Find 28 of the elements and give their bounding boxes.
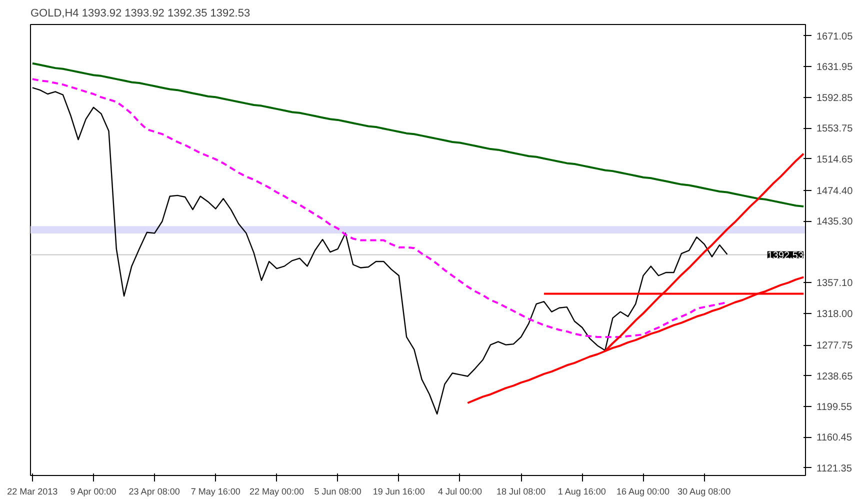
y-tick-label: 1435.30 xyxy=(816,216,854,228)
y-tick-label: 1553.75 xyxy=(816,124,854,135)
y-tick-label: 1121.35 xyxy=(816,463,852,474)
y-tick-label: 1238.65 xyxy=(816,371,854,382)
y-tick-label: 1199.55 xyxy=(816,402,852,414)
x-tick-label: 22 May 00:00 xyxy=(249,486,304,496)
y-tick-label: 1592.85 xyxy=(816,92,854,104)
x-tick-label: 16 Aug 00:00 xyxy=(616,486,670,496)
y-tick-label: 1277.75 xyxy=(816,340,854,352)
y-tick-label: 1514.65 xyxy=(816,154,854,166)
x-tick-label: 5 Jun 08:00 xyxy=(314,486,362,496)
x-tick-label: 18 Jul 08:00 xyxy=(496,486,546,496)
ref-line-label: 1392.53 xyxy=(767,250,804,262)
x-tick-label: 4 Jul 00:00 xyxy=(438,486,482,496)
y-tick-label: 1357.10 xyxy=(816,278,854,290)
x-tick-label: 1 Aug 16:00 xyxy=(558,486,606,496)
y-tick-label: 1474.40 xyxy=(816,186,854,197)
y-tick-label: 1671.05 xyxy=(816,31,854,42)
y-tick-label: 1160.45 xyxy=(816,432,852,444)
y-tick-label: 1631.95 xyxy=(816,62,854,74)
x-tick-label: 23 Apr 08:00 xyxy=(128,486,180,496)
x-tick-label: 9 Apr 00:00 xyxy=(70,486,116,496)
y-tick-label: 1318.00 xyxy=(816,308,854,320)
x-tick-label: 30 Aug 08:00 xyxy=(678,486,731,496)
x-tick-label: 7 May 16:00 xyxy=(190,486,240,496)
x-tick-label: 22 Mar 2013 xyxy=(7,486,58,496)
chart-title: GOLD,H4 1393.92 1393.92 1392.35 1392.53 xyxy=(30,8,250,20)
x-tick-label: 19 Jun 16:00 xyxy=(372,486,425,496)
